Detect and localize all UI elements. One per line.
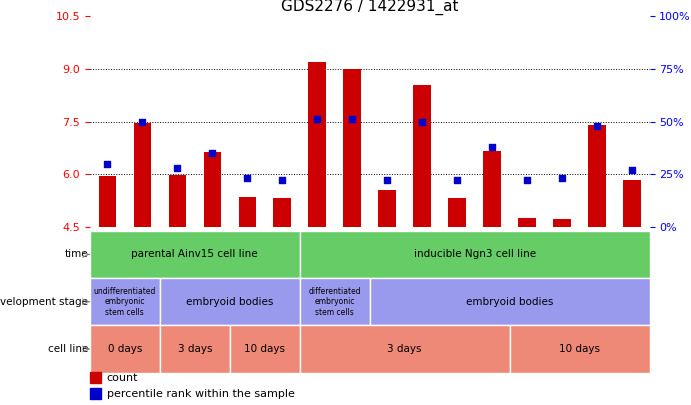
Point (591, 122, 603, 129)
Text: development stage: development stage (0, 297, 88, 307)
FancyBboxPatch shape (90, 231, 300, 278)
Point (627, 167, 638, 173)
Bar (274, 198, 291, 227)
Bar (448, 198, 466, 227)
Point (312, 116, 323, 123)
Text: 3 days: 3 days (178, 344, 212, 354)
Point (556, 175, 567, 181)
FancyBboxPatch shape (300, 231, 650, 278)
Text: differentiated
embryonic
stem cells: differentiated embryonic stem cells (308, 287, 361, 317)
Text: count: count (106, 373, 138, 383)
Bar (379, 190, 396, 227)
Point (242, 175, 253, 181)
FancyBboxPatch shape (229, 325, 300, 373)
FancyBboxPatch shape (160, 278, 300, 325)
Bar (308, 62, 326, 227)
Text: 10 days: 10 days (559, 344, 600, 354)
Point (417, 118, 428, 125)
Bar (169, 175, 186, 227)
Bar (90, 372, 101, 383)
Point (381, 177, 392, 184)
FancyBboxPatch shape (370, 278, 650, 325)
Point (137, 118, 148, 125)
Text: undifferentiated
embryonic
stem cells: undifferentiated embryonic stem cells (93, 287, 156, 317)
Bar (133, 123, 151, 227)
Bar (623, 180, 641, 227)
Bar (99, 176, 116, 227)
Point (102, 160, 113, 167)
Text: 3 days: 3 days (388, 344, 422, 354)
FancyBboxPatch shape (160, 325, 229, 373)
Text: 0 days: 0 days (108, 344, 142, 354)
Bar (588, 125, 606, 227)
Text: inducible Ngn3 cell line: inducible Ngn3 cell line (414, 249, 536, 260)
Text: 10 days: 10 days (244, 344, 285, 354)
Point (347, 116, 358, 123)
Bar (553, 219, 571, 227)
Text: percentile rank within the sample: percentile rank within the sample (106, 389, 294, 399)
FancyBboxPatch shape (90, 278, 160, 325)
FancyBboxPatch shape (90, 325, 160, 373)
Point (207, 150, 218, 156)
Text: time: time (64, 249, 88, 260)
FancyBboxPatch shape (509, 325, 650, 373)
Bar (238, 197, 256, 227)
Bar (413, 85, 431, 227)
Title: GDS2276 / 1422931_at: GDS2276 / 1422931_at (281, 0, 458, 15)
Bar (518, 218, 536, 227)
Bar (343, 69, 361, 227)
Bar (484, 151, 501, 227)
Point (172, 164, 183, 171)
Bar (204, 152, 221, 227)
Text: embryoid bodies: embryoid bodies (186, 297, 274, 307)
Point (452, 177, 463, 184)
FancyBboxPatch shape (300, 325, 509, 373)
Point (276, 177, 287, 184)
Text: parental Ainv15 cell line: parental Ainv15 cell line (131, 249, 258, 260)
Text: cell line: cell line (48, 344, 88, 354)
FancyBboxPatch shape (300, 278, 370, 325)
Point (522, 177, 533, 184)
Text: embryoid bodies: embryoid bodies (466, 297, 553, 307)
Bar (90, 388, 101, 399)
Point (486, 143, 498, 150)
